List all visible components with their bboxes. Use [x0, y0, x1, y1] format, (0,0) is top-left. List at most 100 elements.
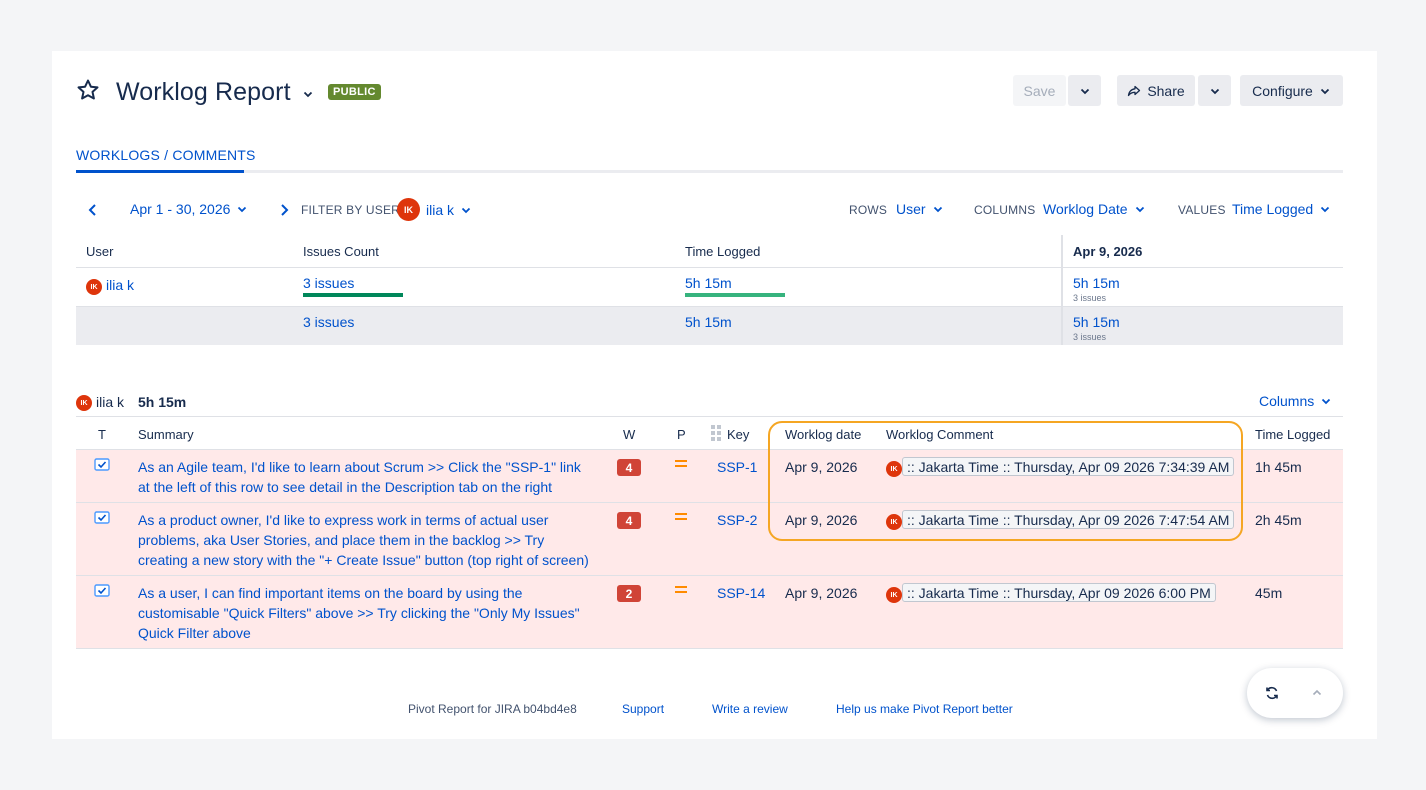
support-link[interactable]: Support — [622, 702, 665, 716]
summary-link[interactable]: As an Agile team, I'd like to learn abou… — [138, 457, 581, 497]
write-review-link[interactable]: Write a review — [712, 702, 788, 716]
prev-period-icon[interactable] — [87, 203, 99, 217]
date-range-select[interactable]: Apr 1 - 30, 2026 — [130, 201, 248, 217]
worklog-comment: :: Jakarta Time :: Thursday, Apr 09 2026… — [902, 457, 1235, 476]
total-issues-link[interactable]: 3 issues — [303, 314, 355, 330]
share-button[interactable]: Share — [1117, 75, 1195, 106]
avatar: IK — [86, 279, 102, 295]
rows-select[interactable]: User — [896, 201, 944, 217]
issue-key-link[interactable]: SSP-14 — [717, 585, 766, 601]
pivot-date-time-link[interactable]: 5h 15m — [1073, 275, 1120, 291]
story-type-icon — [94, 584, 110, 598]
avatar: IK — [886, 514, 902, 530]
date-range-label: Apr 1 - 30, 2026 — [130, 201, 231, 217]
issue-key-link[interactable]: SSP-2 — [717, 512, 758, 528]
detail-header-summary[interactable]: Summary — [138, 427, 194, 442]
chevron-down-icon — [933, 206, 942, 213]
avatar: IK — [397, 198, 420, 221]
tab-worklogs-comments[interactable]: WORKLOGS / COMMENTS — [76, 147, 256, 163]
worklog-comment: :: Jakarta Time :: Thursday, Apr 09 2026… — [902, 510, 1235, 529]
page-title: Worklog Report — [116, 78, 291, 106]
footer-version: Pivot Report for JIRA b04bd4e8 — [408, 702, 577, 716]
values-select[interactable]: Time Logged — [1232, 201, 1331, 217]
w-count-badge: 4 — [617, 459, 641, 476]
detail-header-worklog-comment[interactable]: Worklog Comment — [886, 427, 994, 442]
chevron-down-icon — [1320, 88, 1329, 94]
worklog-comment: :: Jakarta Time :: Thursday, Apr 09 2026… — [902, 583, 1216, 602]
next-period-icon[interactable] — [278, 203, 290, 217]
detail-header-key[interactable]: Key — [727, 427, 750, 442]
save-button[interactable]: Save — [1013, 75, 1066, 106]
configure-button[interactable]: Configure — [1240, 75, 1343, 106]
detail-user-name: ilia k — [96, 394, 125, 410]
user-filter-select[interactable]: IK ilia k — [397, 198, 472, 221]
scroll-top-icon[interactable] — [1311, 687, 1323, 699]
total-date-sub: 3 issues — [1073, 332, 1107, 342]
pivot-column-divider — [1061, 307, 1063, 345]
filter-by-user-label: FILTER BY USER — [301, 203, 401, 217]
table-row: IK ilia k 3 issues 5h 15m 5h 15m 3 issue… — [76, 268, 1343, 306]
star-icon[interactable] — [76, 78, 100, 102]
columns-select[interactable]: Worklog Date — [1043, 201, 1146, 217]
detail-header-p[interactable]: P — [677, 427, 686, 442]
refresh-icon[interactable] — [1264, 685, 1280, 701]
pivot-header-time-logged[interactable]: Time Logged — [685, 244, 761, 259]
issues-bar — [303, 293, 403, 297]
avatar: IK — [76, 395, 92, 411]
report-page: Worklog Report PUBLIC Save Share Configu… — [52, 51, 1377, 739]
title-chevron-down-icon[interactable] — [302, 88, 314, 100]
divider — [76, 449, 1343, 450]
share-label: Share — [1147, 82, 1185, 99]
pivot-date-sub: 3 issues — [1073, 293, 1107, 303]
worklog-date: Apr 9, 2026 — [785, 585, 858, 601]
help-improve-link[interactable]: Help us make Pivot Report better — [836, 702, 1013, 716]
pivot-issues-link[interactable]: 3 issues — [303, 275, 355, 291]
user-filter-label: ilia k — [426, 201, 455, 218]
summary-link[interactable]: As a product owner, I'd like to express … — [138, 510, 589, 570]
total-time-link[interactable]: 5h 15m — [685, 314, 732, 330]
columns-value: Worklog Date — [1043, 201, 1128, 217]
detail-header-type[interactable]: T — [98, 427, 106, 442]
share-options-button[interactable] — [1198, 75, 1231, 106]
issue-key-link[interactable]: SSP-1 — [717, 459, 758, 475]
divider — [76, 648, 1343, 649]
chevron-down-icon — [1080, 88, 1089, 94]
detail-header-worklog-date[interactable]: Worklog date — [785, 427, 862, 442]
summary-link[interactable]: As a user, I can find important items on… — [138, 583, 580, 643]
tab-underline — [76, 170, 1343, 173]
worklog-date: Apr 9, 2026 — [785, 459, 858, 475]
tab-active-indicator — [76, 170, 244, 173]
divider — [76, 502, 1343, 503]
values-label: VALUES — [1178, 203, 1226, 217]
story-type-icon — [94, 511, 110, 525]
chevron-down-icon — [1210, 88, 1219, 94]
summary-line: at the left of this row to see detail in… — [138, 479, 553, 495]
highlight-box — [768, 421, 1243, 541]
public-badge: PUBLIC — [328, 84, 381, 100]
pivot-column-divider — [1061, 235, 1063, 345]
columns-label: COLUMNS — [974, 203, 1036, 217]
pivot-user-link[interactable]: ilia k — [106, 277, 135, 293]
divider — [76, 575, 1343, 576]
total-date-time-link[interactable]: 5h 15m — [1073, 314, 1120, 330]
divider — [76, 306, 1343, 307]
summary-line: creating a new story with the "+ Create … — [138, 552, 589, 568]
columns-button[interactable]: Columns — [1259, 393, 1332, 409]
drag-handle-icon[interactable] — [711, 425, 721, 441]
chevron-down-icon — [461, 207, 471, 213]
save-options-button[interactable] — [1068, 75, 1101, 106]
pivot-header-date[interactable]: Apr 9, 2026 — [1073, 244, 1143, 259]
worklog-date: Apr 9, 2026 — [785, 512, 858, 528]
priority-medium-icon — [675, 513, 687, 523]
detail-header-time-logged[interactable]: Time Logged — [1255, 427, 1331, 442]
detail-header-w[interactable]: W — [623, 427, 636, 442]
pivot-time-link[interactable]: 5h 15m — [685, 275, 732, 291]
summary-line: As an Agile team, I'd like to learn abou… — [138, 459, 581, 475]
chevron-down-icon — [1135, 206, 1144, 213]
story-type-icon — [94, 458, 110, 472]
divider — [76, 416, 1343, 417]
summary-line: Quick Filter above — [138, 625, 251, 641]
pivot-header-issues-count[interactable]: Issues Count — [303, 244, 379, 259]
values-value: Time Logged — [1232, 201, 1314, 217]
time-logged: 45m — [1255, 585, 1283, 601]
